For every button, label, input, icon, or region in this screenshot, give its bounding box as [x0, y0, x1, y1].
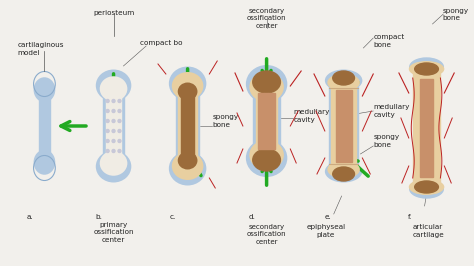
Ellipse shape: [253, 149, 281, 171]
Ellipse shape: [34, 77, 55, 102]
Ellipse shape: [106, 119, 109, 123]
Text: secondary
ossification
center: secondary ossification center: [247, 224, 286, 245]
Ellipse shape: [333, 71, 355, 85]
Ellipse shape: [106, 130, 109, 132]
Polygon shape: [419, 79, 433, 177]
Polygon shape: [253, 94, 281, 148]
Polygon shape: [413, 73, 440, 183]
Text: articular
cartilage: articular cartilage: [413, 224, 445, 238]
Ellipse shape: [415, 63, 438, 75]
Text: compact bo: compact bo: [140, 40, 182, 46]
Ellipse shape: [249, 140, 284, 170]
Ellipse shape: [118, 130, 121, 132]
Ellipse shape: [246, 139, 287, 177]
Text: secondary
ossification
center: secondary ossification center: [247, 8, 286, 29]
Polygon shape: [181, 96, 194, 156]
Ellipse shape: [249, 72, 284, 102]
Polygon shape: [336, 90, 352, 162]
Ellipse shape: [34, 150, 55, 175]
Ellipse shape: [169, 152, 206, 185]
Ellipse shape: [328, 73, 360, 92]
Polygon shape: [178, 93, 198, 159]
Text: c.: c.: [170, 214, 176, 220]
Polygon shape: [256, 94, 277, 148]
Ellipse shape: [118, 119, 121, 123]
Ellipse shape: [106, 149, 109, 152]
Ellipse shape: [112, 149, 115, 152]
Ellipse shape: [325, 160, 363, 182]
Text: periosteum: periosteum: [93, 10, 134, 16]
Ellipse shape: [172, 152, 203, 180]
Ellipse shape: [333, 167, 355, 181]
Ellipse shape: [96, 69, 131, 102]
Text: f.: f.: [408, 214, 412, 220]
Ellipse shape: [325, 69, 363, 92]
Ellipse shape: [118, 139, 121, 143]
Ellipse shape: [106, 99, 109, 102]
Text: a.: a.: [27, 214, 33, 220]
Ellipse shape: [178, 82, 198, 101]
Polygon shape: [106, 95, 121, 157]
Ellipse shape: [328, 160, 360, 178]
Text: cartilaginous
model: cartilaginous model: [18, 43, 64, 56]
Polygon shape: [331, 87, 356, 165]
Text: compact
bone: compact bone: [373, 34, 404, 48]
Text: spongy
bone: spongy bone: [212, 114, 238, 128]
Text: spongy
bone: spongy bone: [442, 8, 468, 22]
Polygon shape: [38, 96, 50, 156]
Text: d.: d.: [248, 214, 255, 220]
Ellipse shape: [246, 65, 287, 103]
Text: spongy
bone: spongy bone: [373, 134, 400, 148]
Ellipse shape: [253, 71, 281, 93]
Ellipse shape: [106, 110, 109, 113]
Ellipse shape: [178, 152, 198, 169]
Text: b.: b.: [95, 214, 102, 220]
Ellipse shape: [96, 151, 131, 182]
Text: primary
ossification
center: primary ossification center: [93, 222, 134, 243]
Ellipse shape: [112, 110, 115, 113]
Ellipse shape: [100, 151, 128, 176]
Ellipse shape: [112, 99, 115, 102]
Text: medullary
cavity: medullary cavity: [373, 104, 410, 118]
Polygon shape: [329, 86, 358, 166]
Ellipse shape: [409, 61, 444, 77]
Ellipse shape: [100, 76, 128, 101]
Ellipse shape: [172, 72, 203, 100]
Ellipse shape: [415, 181, 438, 193]
Ellipse shape: [118, 149, 121, 152]
Ellipse shape: [409, 179, 444, 195]
Ellipse shape: [118, 99, 121, 102]
Polygon shape: [176, 92, 200, 160]
Text: e.: e.: [324, 214, 331, 220]
Ellipse shape: [112, 119, 115, 123]
Ellipse shape: [169, 66, 206, 101]
Ellipse shape: [112, 139, 115, 143]
Text: epiphyseal
plate: epiphyseal plate: [306, 224, 346, 238]
Ellipse shape: [410, 180, 443, 198]
Text: medullary
cavity: medullary cavity: [293, 109, 329, 123]
Ellipse shape: [410, 58, 443, 76]
Polygon shape: [103, 94, 124, 159]
Ellipse shape: [106, 139, 109, 143]
Polygon shape: [258, 93, 275, 149]
Ellipse shape: [118, 110, 121, 113]
Ellipse shape: [112, 130, 115, 132]
